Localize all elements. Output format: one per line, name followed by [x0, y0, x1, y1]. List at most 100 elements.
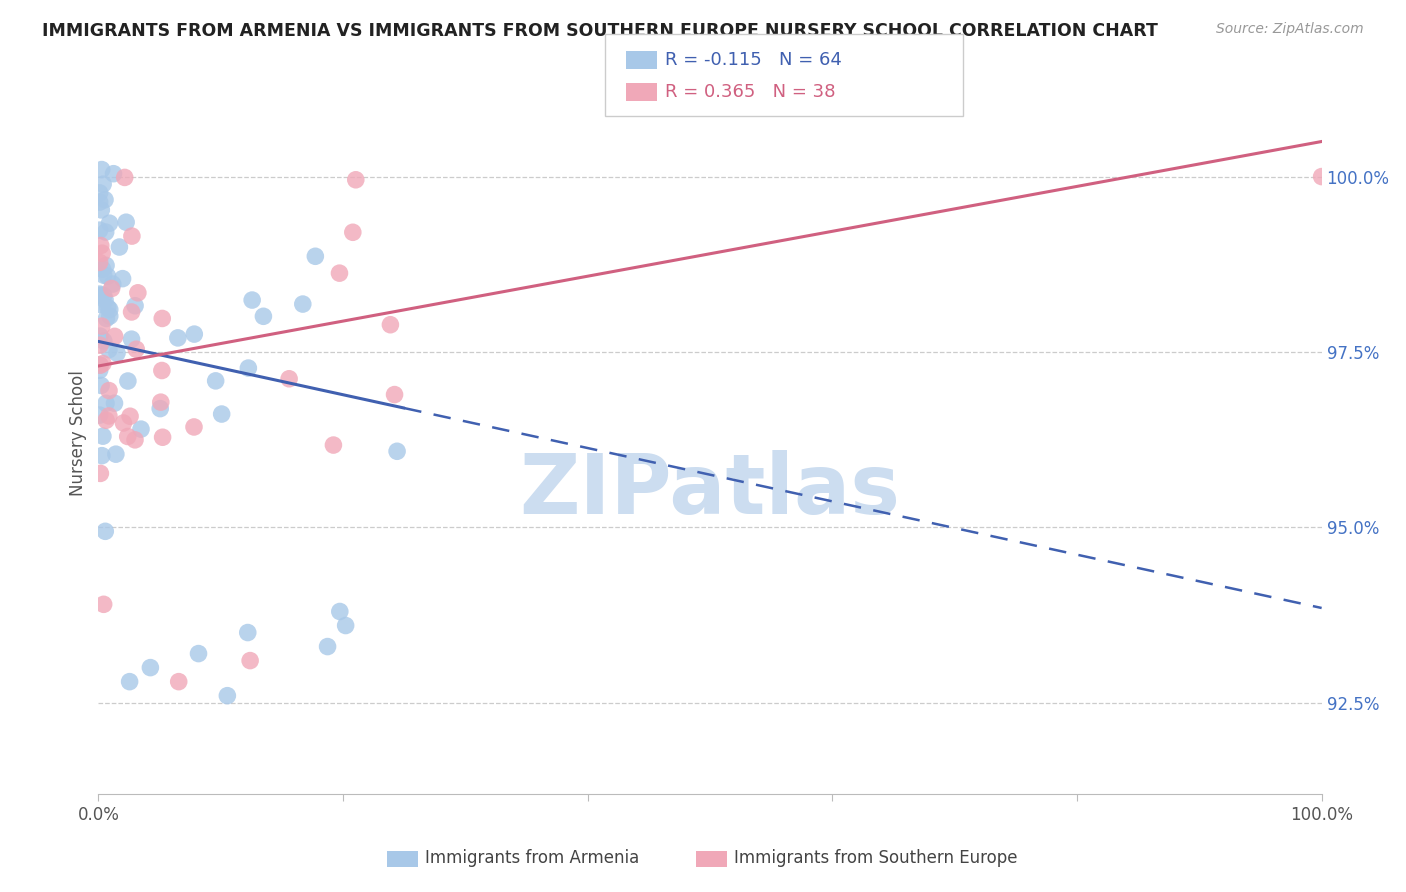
Point — [150, 363, 173, 377]
Text: IMMIGRANTS FROM ARMENIA VS IMMIGRANTS FROM SOUTHERN EUROPE NURSERY SCHOOL CORREL: IMMIGRANTS FROM ARMENIA VS IMMIGRANTS FR… — [42, 22, 1159, 40]
Point — [94, 193, 117, 207]
Point — [114, 170, 136, 185]
Point — [149, 395, 172, 409]
Point — [104, 447, 127, 461]
Point — [124, 433, 146, 447]
Point — [278, 372, 301, 386]
Point — [103, 167, 125, 181]
Point — [139, 660, 162, 674]
Point — [89, 358, 111, 372]
Point — [89, 255, 111, 269]
Point — [91, 177, 114, 191]
Point — [117, 429, 139, 443]
Point — [211, 407, 233, 421]
Point — [97, 343, 120, 357]
Point — [252, 310, 274, 324]
Point — [239, 654, 262, 668]
Point — [129, 422, 152, 436]
Point — [120, 409, 142, 424]
Point — [328, 266, 350, 280]
Point — [98, 309, 121, 323]
Point — [91, 262, 114, 277]
Point — [108, 240, 131, 254]
Point — [94, 259, 117, 273]
Point — [240, 293, 263, 307]
Point — [125, 343, 148, 357]
Point — [89, 408, 111, 422]
Point — [89, 297, 111, 311]
Point — [89, 467, 111, 481]
Point — [291, 297, 314, 311]
Point — [89, 358, 111, 372]
Point — [97, 409, 120, 423]
Point — [121, 305, 143, 319]
Point — [385, 444, 408, 458]
Text: ZIPatlas: ZIPatlas — [520, 450, 900, 531]
Point — [121, 332, 143, 346]
Point — [183, 420, 205, 434]
Point — [217, 689, 239, 703]
Point — [1310, 169, 1333, 184]
Point — [105, 346, 128, 360]
Point — [121, 229, 143, 244]
Point — [124, 299, 146, 313]
Point — [103, 396, 125, 410]
Point — [89, 223, 111, 237]
Point — [89, 363, 111, 377]
Y-axis label: Nursery School: Nursery School — [69, 369, 87, 496]
Point — [149, 401, 172, 416]
Point — [187, 647, 209, 661]
Point — [167, 674, 190, 689]
Point — [89, 194, 111, 209]
Point — [115, 215, 138, 229]
Point — [112, 416, 135, 430]
Point — [183, 327, 205, 342]
Text: R = 0.365   N = 38: R = 0.365 N = 38 — [665, 83, 835, 101]
Point — [304, 249, 326, 263]
Point — [94, 413, 117, 427]
Point — [152, 430, 174, 444]
Point — [91, 429, 114, 443]
Point — [96, 311, 118, 326]
Point — [91, 357, 114, 371]
Point — [100, 281, 122, 295]
Text: Source: ZipAtlas.com: Source: ZipAtlas.com — [1216, 22, 1364, 37]
Point — [118, 674, 141, 689]
Point — [94, 225, 117, 239]
Point — [89, 186, 111, 200]
Point — [93, 268, 115, 282]
Point — [335, 618, 357, 632]
Text: R = -0.115   N = 64: R = -0.115 N = 64 — [665, 51, 842, 69]
Point — [127, 285, 149, 300]
Point — [97, 301, 120, 315]
Point — [90, 162, 112, 177]
Point — [104, 329, 127, 343]
Point — [94, 293, 117, 307]
Point — [329, 605, 352, 619]
Point — [89, 329, 111, 343]
Point — [98, 216, 121, 230]
Point — [93, 597, 115, 611]
Point — [167, 331, 190, 345]
Point — [98, 302, 121, 317]
Point — [89, 287, 111, 301]
Point — [97, 269, 120, 284]
Point — [94, 524, 117, 539]
Point — [94, 396, 117, 410]
Point — [91, 246, 114, 260]
Point — [90, 449, 112, 463]
Point — [90, 319, 112, 334]
Point — [150, 311, 173, 326]
Point — [90, 288, 112, 302]
Point — [90, 378, 112, 392]
Point — [342, 225, 364, 239]
Point — [380, 318, 402, 332]
Point — [93, 288, 115, 302]
Point — [344, 173, 367, 187]
Point — [322, 438, 344, 452]
Point — [89, 338, 111, 352]
Point — [93, 334, 115, 348]
Point — [384, 387, 406, 401]
Point — [101, 277, 124, 291]
Point — [117, 374, 139, 388]
